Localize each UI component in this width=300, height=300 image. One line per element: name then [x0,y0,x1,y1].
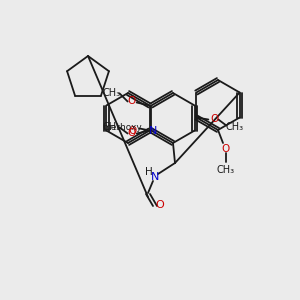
Text: H: H [145,167,153,177]
Text: O: O [210,115,218,124]
Text: O: O [222,144,230,154]
Text: CH₃: CH₃ [103,88,121,98]
Text: O: O [128,125,137,136]
Text: O: O [156,200,164,210]
Text: N: N [149,125,158,136]
Text: O: O [128,128,136,139]
Text: CH₃: CH₃ [217,165,235,175]
Text: CH₃: CH₃ [225,122,243,131]
Text: CH₃: CH₃ [103,122,121,133]
Text: N: N [151,172,159,182]
Text: O: O [128,97,136,106]
Text: methoxy: methoxy [102,123,142,132]
